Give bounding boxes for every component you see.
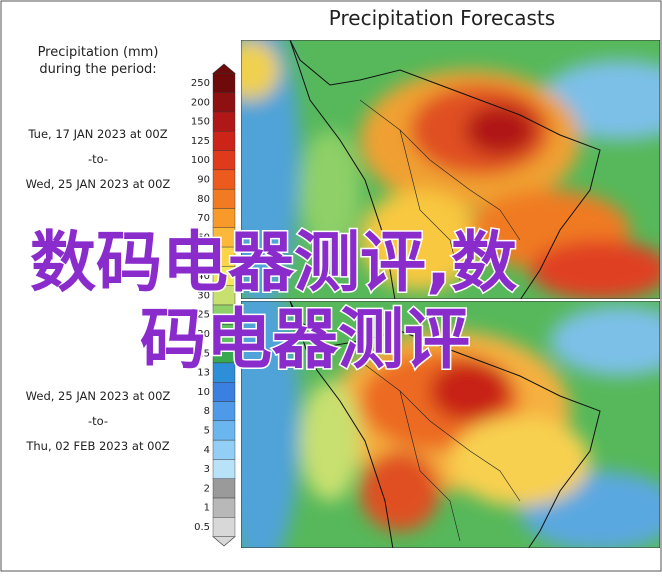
colorbar-swatch bbox=[212, 401, 236, 422]
colorbar-tick-label: 150 bbox=[191, 117, 210, 128]
colorbar-swatch bbox=[212, 517, 236, 537]
colorbar: 2502001501251009080706050403025201513108… bbox=[191, 63, 236, 547]
precip-field bbox=[241, 301, 660, 548]
colorbar-swatch bbox=[212, 111, 236, 132]
colorbar-tick-label: 10 bbox=[197, 387, 210, 398]
precip-area bbox=[360, 190, 480, 290]
coastline bbox=[289, 40, 396, 299]
colorbar-swatch bbox=[212, 73, 236, 93]
colorbar-swatch bbox=[212, 150, 236, 171]
colorbar-tick-label: 0.5 bbox=[194, 522, 210, 533]
colorbar-tick-label: 5 bbox=[204, 425, 210, 436]
watermark: 码电器测评 bbox=[140, 301, 470, 378]
precip-area bbox=[241, 40, 300, 299]
colorbar-tick-label: 20 bbox=[197, 329, 210, 340]
colorbar-swatch bbox=[212, 497, 236, 518]
colorbar-swatch bbox=[212, 92, 236, 113]
legend-heading: Precipitation (mm) bbox=[38, 45, 159, 60]
coastline bbox=[289, 301, 394, 548]
colorbar-tick-label: 50 bbox=[197, 252, 210, 263]
colorbar-swatch bbox=[212, 169, 236, 190]
colorbar-swatch bbox=[212, 478, 236, 499]
colorbar-swatch bbox=[212, 131, 236, 151]
period-end: Thu, 02 FEB 2023 at 00Z bbox=[25, 439, 169, 453]
maps bbox=[241, 40, 660, 548]
period-to: -to- bbox=[88, 152, 108, 166]
precip-area bbox=[550, 306, 660, 376]
colorbar-tick-label: 70 bbox=[197, 213, 210, 224]
border bbox=[399, 129, 461, 281]
colorbar-tick-label: 60 bbox=[197, 232, 210, 243]
watermark: 数码电器测评,数 bbox=[30, 224, 517, 301]
colorbar-swatch bbox=[212, 382, 236, 402]
period-start: Tue, 17 JAN 2023 at 00Z bbox=[27, 127, 167, 141]
colorbar-tick-label: 13 bbox=[197, 368, 210, 379]
colorbar-tick-label: 40 bbox=[197, 271, 210, 282]
colorbar-tick-label: 8 bbox=[204, 406, 210, 417]
colorbar-tick-label: 3 bbox=[204, 464, 210, 475]
colorbar-swatch bbox=[212, 459, 236, 479]
colorbar-tick-label: 125 bbox=[191, 136, 210, 147]
precip-field bbox=[241, 40, 660, 299]
colorbar-tick-label: 4 bbox=[204, 445, 210, 456]
title: Precipitation Forecasts bbox=[329, 6, 555, 30]
colorbar-tick-label: 1 bbox=[204, 503, 210, 514]
colorbar-tick-label: 2 bbox=[204, 483, 210, 494]
precip-area bbox=[450, 416, 590, 506]
colorbar-tick-label: 200 bbox=[191, 97, 210, 108]
map-panel bbox=[241, 40, 660, 299]
colorbar-tick-label: 80 bbox=[197, 194, 210, 205]
colorbar-tick-label: 30 bbox=[197, 290, 210, 301]
precip-area bbox=[465, 105, 535, 155]
colorbar-tick-label: 15 bbox=[197, 348, 210, 359]
period-start: Wed, 25 JAN 2023 at 00Z bbox=[26, 389, 171, 403]
colorbar-arrow bbox=[212, 63, 236, 74]
border bbox=[399, 390, 461, 542]
precip-area bbox=[430, 361, 510, 421]
precip-area bbox=[300, 130, 360, 250]
colorbar-tick-label: 25 bbox=[197, 310, 210, 321]
period-to: -to- bbox=[88, 414, 108, 428]
map-panel bbox=[241, 301, 660, 548]
precip-area bbox=[241, 40, 280, 100]
colorbar-tick-label: 250 bbox=[191, 78, 210, 89]
border bbox=[359, 99, 521, 241]
border bbox=[359, 360, 521, 502]
colorbar-tick-label: 90 bbox=[197, 175, 210, 186]
coastline bbox=[289, 301, 601, 548]
precip-area bbox=[530, 240, 660, 299]
colorbar-swatch bbox=[212, 439, 236, 460]
colorbar-arrow bbox=[212, 536, 236, 547]
legend-heading: during the period: bbox=[39, 62, 156, 77]
colorbar-swatch bbox=[212, 188, 236, 209]
period-end: Wed, 25 JAN 2023 at 00Z bbox=[26, 177, 171, 191]
colorbar-tick-label: 100 bbox=[191, 155, 210, 166]
precip-area bbox=[241, 301, 300, 548]
precip-area bbox=[300, 381, 360, 501]
colorbar-swatch bbox=[212, 420, 236, 441]
coastline bbox=[289, 40, 601, 299]
